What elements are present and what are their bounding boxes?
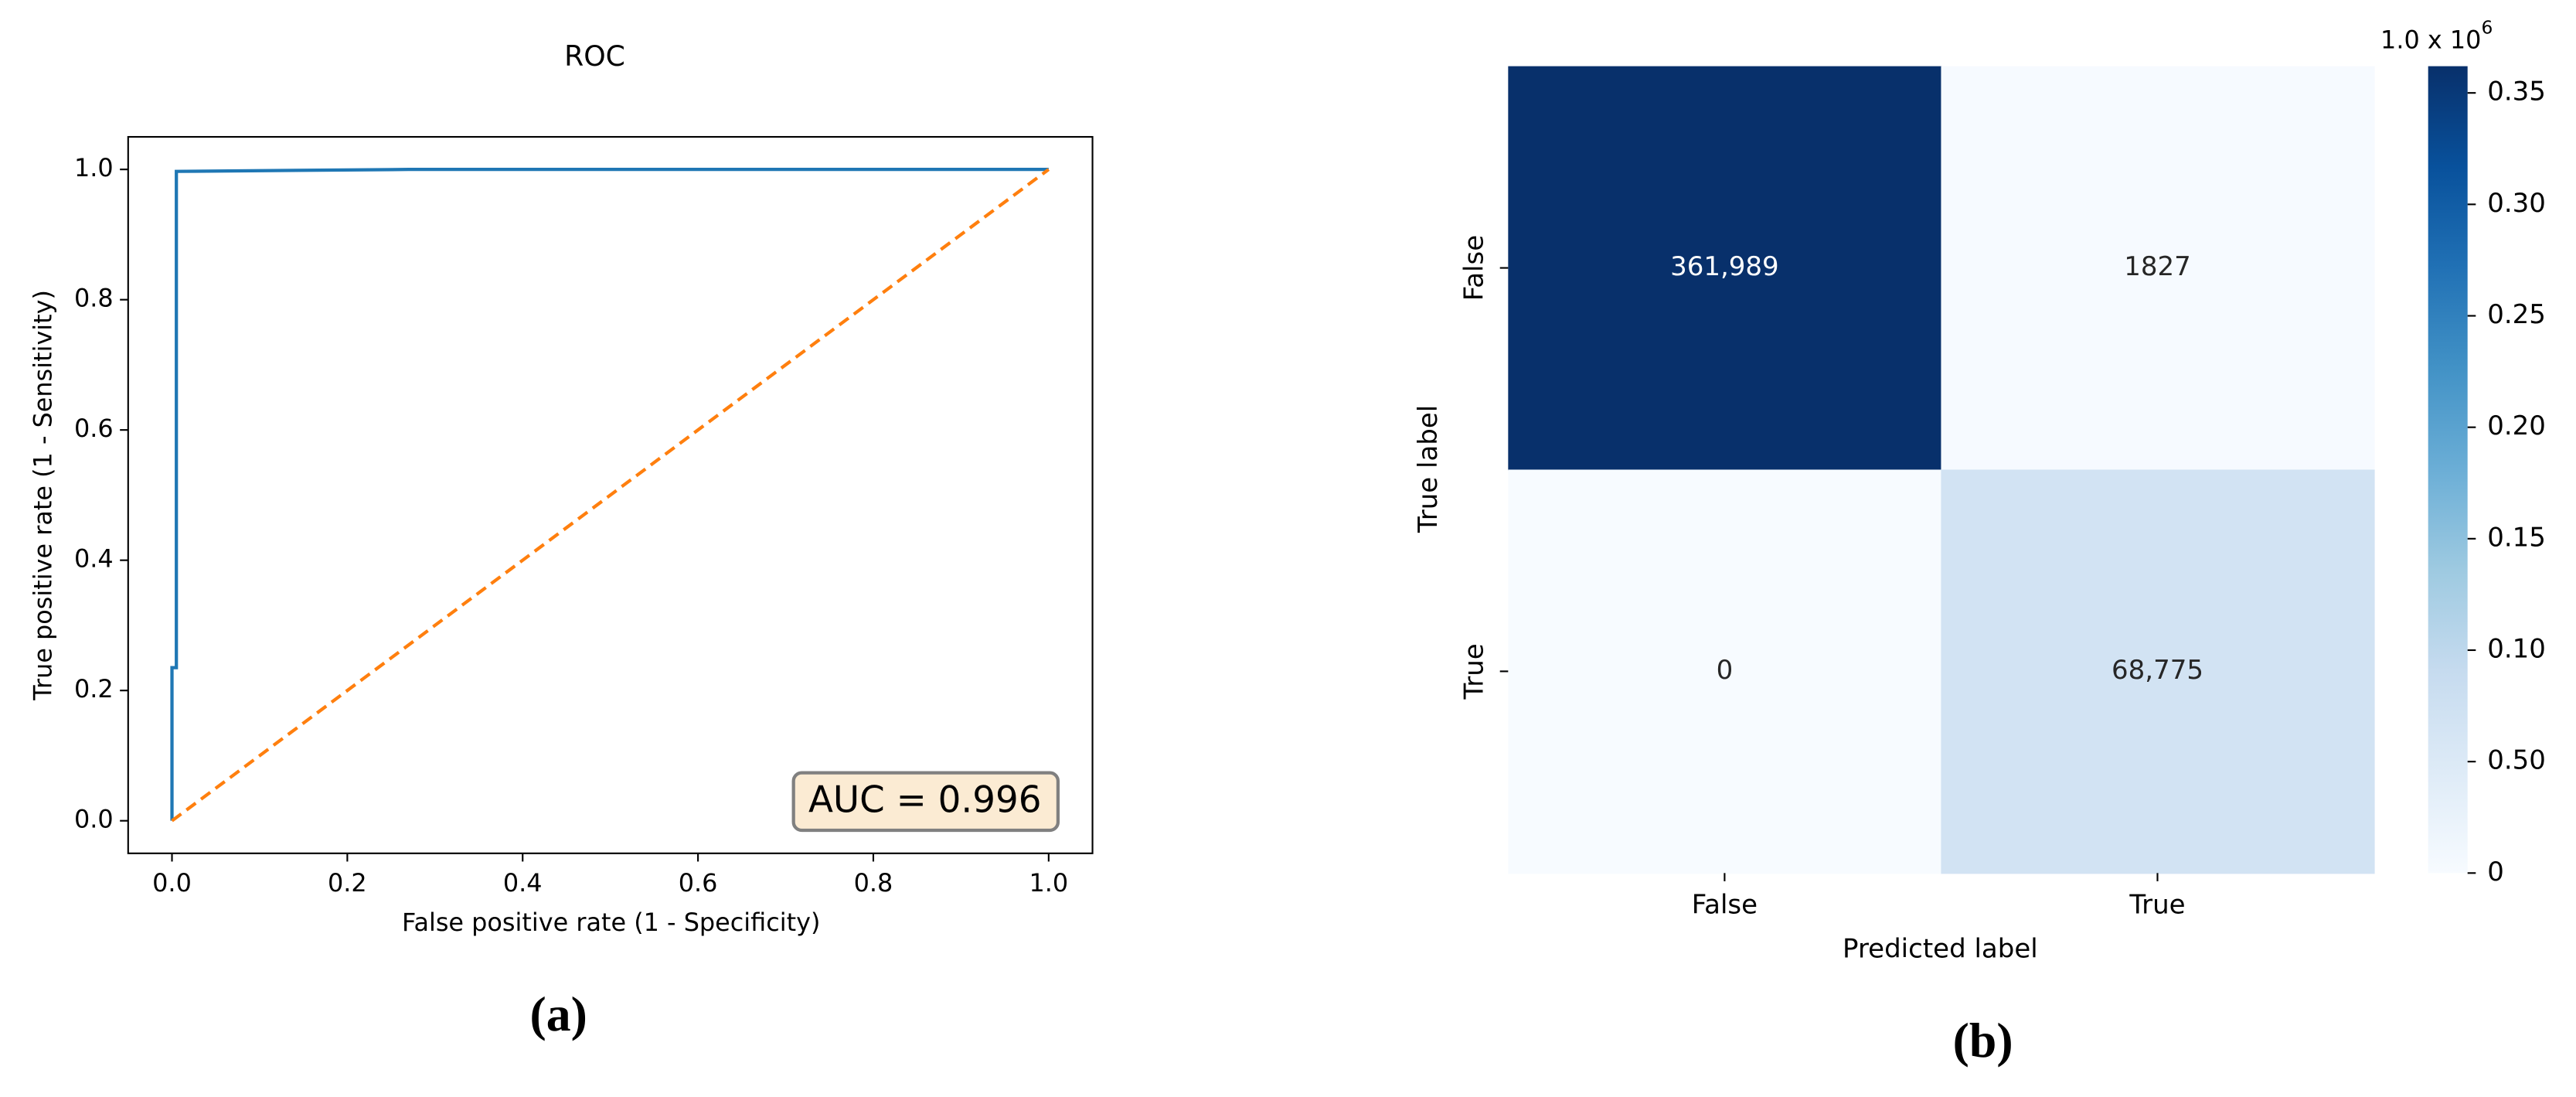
cell-label: 361,989 [1670, 251, 1779, 282]
colorbar-tick-label: 0.20 [2487, 411, 2546, 441]
colorbar-tick-label: 0.15 [2487, 522, 2546, 553]
colorbar-tick-label: 0.10 [2487, 633, 2546, 664]
roc-line [171, 168, 1050, 823]
y-axis-label: True label [1413, 405, 1444, 533]
y-tick-label: 0.4 [74, 544, 114, 574]
panel-label: (a) [530, 986, 587, 1041]
x-tick-label: 0.8 [854, 868, 893, 898]
y-tick-label: 0.2 [74, 674, 114, 704]
y-tick-label: 0.6 [74, 414, 114, 443]
x-axis-label: False positive rate (1 - Specificity) [402, 908, 820, 937]
offset-base: 1.0 x 10 [2380, 26, 2481, 55]
x-tick-label: True [2129, 889, 2185, 920]
chart-title: ROC [564, 39, 625, 73]
colorbar-tick-label: 0 [2487, 857, 2504, 887]
y-tick-label: 0.8 [74, 284, 114, 313]
cell-label: 68,775 [2112, 655, 2203, 686]
x-tick-label: 0.2 [328, 868, 367, 898]
y-tick-label: False [1458, 235, 1489, 301]
colorbar-tick-label: 0.50 [2487, 745, 2546, 776]
x-axis-label: Predicted label [1843, 934, 2038, 965]
heatmap-cell [1508, 66, 1942, 471]
plot-frame [127, 135, 1094, 854]
annotation: AUC = 0.996 [808, 779, 1042, 821]
y-tick-label: True [1458, 643, 1489, 700]
cell-label: 1827 [2124, 251, 2191, 282]
offset-exponent: 6 [2481, 16, 2493, 38]
y-tick-label: 1.0 [74, 153, 114, 182]
x-tick-label: 0.6 [679, 868, 718, 898]
roc-line [170, 168, 1049, 821]
heatmap-cell [1508, 469, 1942, 874]
colorbar [2428, 66, 2468, 874]
panel-label: (b) [1953, 1013, 2013, 1068]
annotation-box [791, 771, 1060, 833]
colorbar-tick-label: 0.30 [2487, 188, 2546, 219]
x-tick-label: 1.0 [1029, 868, 1068, 898]
cell-label: 0 [1717, 655, 1734, 686]
y-tick-label: 0.0 [74, 805, 114, 834]
colorbar-tick-label: 0.35 [2487, 77, 2546, 107]
colorbar-tick-label: 0.25 [2487, 299, 2546, 330]
heatmap-cell [1941, 66, 2375, 471]
y-axis-label: True positive rate (1 - Sensitivity) [28, 290, 57, 701]
x-tick-label: 0.0 [152, 868, 192, 898]
x-tick-label: 0.4 [503, 868, 543, 898]
colorbar-offset: 1.0 x 106 [2380, 16, 2493, 55]
x-tick-label: False [1692, 889, 1758, 920]
heatmap-cell [1941, 469, 2375, 874]
